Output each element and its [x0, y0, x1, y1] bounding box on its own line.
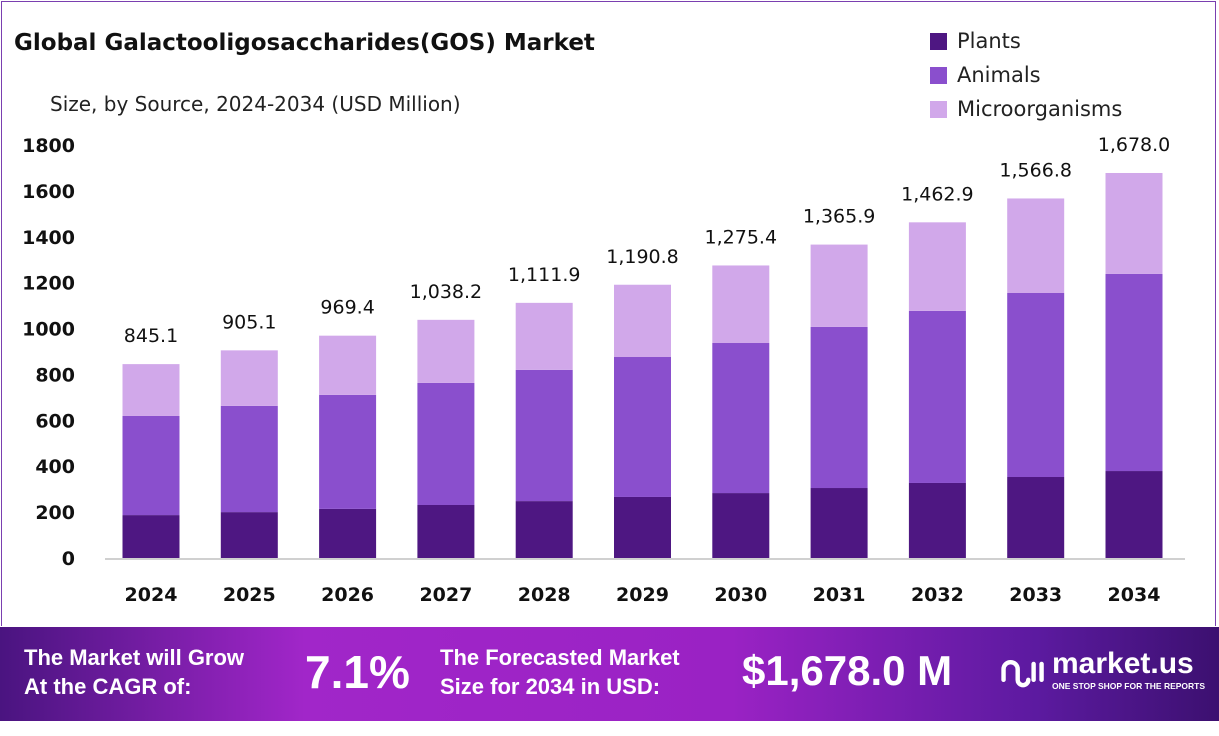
cagr-label: The Market will Grow At the CAGR of:	[24, 643, 244, 701]
bar-segment-microorganisms	[319, 335, 377, 395]
x-tick-label: 2032	[911, 584, 964, 606]
bar-segment-microorganisms	[1105, 172, 1163, 274]
y-tick-label: 0	[62, 548, 75, 570]
legend-swatch	[930, 100, 947, 118]
x-tick-label: 2034	[1108, 584, 1161, 606]
bar-segment-animals	[810, 326, 868, 489]
forecast-label-line-2: Size for 2034 in USD:	[440, 674, 661, 699]
bar-segment-animals	[417, 382, 475, 505]
bar-segment-plants	[122, 515, 180, 558]
plot-area: 0 200 400 600 800 1000 1200 1400 1600 1800 845.1 20…	[22, 134, 1185, 606]
bar-segment-microorganisms	[1007, 198, 1065, 293]
bar-segment-plants	[1105, 471, 1163, 558]
data-label-total: 1,462.9	[901, 183, 974, 205]
logo-text: market.us	[1052, 647, 1194, 680]
forecast-label-line-1: The Forecasted Market	[440, 645, 680, 670]
data-label-total: 1,038.2	[410, 281, 483, 303]
bar-segment-animals	[1007, 292, 1065, 478]
bar-segment-animals	[712, 343, 770, 494]
bar-segment-plants	[908, 482, 966, 558]
cagr-value: 7.1%	[305, 646, 410, 698]
y-tick-label: 1400	[22, 227, 75, 249]
x-tick-label: 2030	[714, 584, 767, 606]
x-tick-label: 2026	[321, 584, 374, 606]
legend: Plants Animals Microorganisms	[930, 24, 1122, 126]
cagr-label-line-1: The Market will Grow	[24, 645, 245, 670]
chart-title: Global Galactooligosaccharides(GOS) Mark…	[14, 30, 595, 56]
data-label-total: 1,190.8	[606, 246, 679, 268]
forecast-value: $1,678.0 M	[742, 647, 953, 694]
y-tick-label: 1800	[22, 135, 75, 157]
bar-segment-microorganisms	[614, 284, 671, 358]
chart-subtitle: Size, by Source, 2024-2034 (USD Million)	[50, 92, 461, 116]
x-tick-label: 2028	[518, 584, 571, 606]
bar-segment-plants	[1007, 477, 1065, 558]
market-us-logo: market.us ONE STOP SHOP FOR THE REPORTS	[1000, 649, 1205, 692]
bar-segment-animals	[122, 415, 180, 516]
bar-segment-plants	[810, 488, 868, 558]
data-label-total: 969.4	[320, 297, 374, 319]
legend-label: Microorganisms	[957, 97, 1123, 121]
y-tick-label: 600	[35, 410, 75, 432]
bar-segment-plants	[515, 501, 573, 558]
x-tick-label: 2025	[223, 584, 276, 606]
bar-segment-microorganisms	[122, 364, 180, 416]
legend-item-animals: Animals	[930, 58, 1122, 92]
bar-segment-microorganisms	[810, 244, 868, 327]
bar-segment-microorganisms	[417, 319, 475, 383]
chart-frame	[1, 1, 1216, 626]
y-tick-label: 200	[35, 502, 75, 524]
bar-segment-microorganisms	[220, 350, 278, 406]
y-tick-label: 1600	[22, 181, 75, 203]
x-tick-label: 2033	[1009, 584, 1062, 606]
bar-segment-plants	[614, 496, 671, 558]
legend-swatch	[930, 32, 947, 50]
summary-banner: The Market will Grow At the CAGR of: 7.1…	[0, 627, 1219, 721]
legend-label: Plants	[957, 29, 1021, 53]
data-label-total: 1,566.8	[999, 160, 1072, 182]
data-label-total: 1,111.9	[508, 264, 581, 286]
legend-item-plants: Plants	[930, 24, 1122, 58]
y-tick-label: 400	[35, 456, 75, 478]
logo-text-group: market.us ONE STOP SHOP FOR THE REPORTS	[1052, 649, 1205, 692]
data-label-total: 1,365.9	[803, 206, 876, 228]
x-tick-label: 2027	[419, 584, 472, 606]
bar-segment-animals	[908, 310, 966, 483]
data-label-total: 905.1	[222, 311, 276, 333]
x-tick-label: 2031	[813, 584, 866, 606]
x-tick-label: 2024	[125, 584, 178, 606]
forecast-label: The Forecasted Market Size for 2034 in U…	[440, 643, 680, 701]
bar-segment-animals	[319, 394, 377, 509]
bar-segment-microorganisms	[515, 302, 573, 370]
y-tick-label: 1200	[22, 273, 75, 295]
y-tick-label: 1000	[22, 319, 75, 341]
bar-segment-animals	[515, 369, 573, 502]
x-tick-label: 2029	[616, 584, 669, 606]
y-tick-label: 800	[35, 364, 75, 386]
legend-item-microorganisms: Microorganisms	[930, 92, 1122, 126]
legend-label: Animals	[957, 63, 1041, 87]
bar-segment-plants	[712, 493, 770, 558]
bar-segment-plants	[417, 504, 475, 558]
legend-swatch	[930, 66, 947, 84]
bar-segment-plants	[319, 508, 377, 558]
logo-icon	[1001, 659, 1044, 687]
bar-segment-microorganisms	[712, 265, 770, 344]
data-label-total: 1,275.4	[705, 226, 778, 248]
logo-tagline: ONE STOP SHOP FOR THE REPORTS	[1052, 681, 1206, 691]
bar-segment-animals	[220, 405, 278, 513]
bar-segment-plants	[220, 512, 278, 558]
data-label-total: 845.1	[124, 325, 178, 347]
cagr-label-line-2: At the CAGR of:	[24, 674, 192, 699]
bar-segment-microorganisms	[908, 222, 966, 311]
bar-segment-animals	[1105, 273, 1163, 472]
data-label-total: 1,678.0	[1098, 134, 1171, 156]
bar-segment-animals	[614, 357, 671, 497]
